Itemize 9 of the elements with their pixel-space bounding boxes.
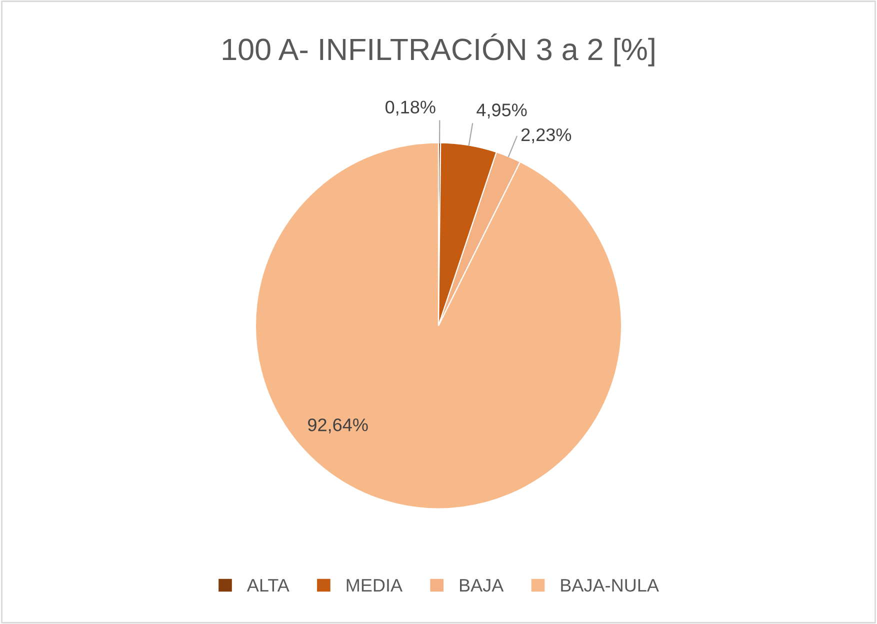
chart-title: 100 A- INFILTRACIÓN 3 a 2 [%] bbox=[222, 34, 654, 66]
legend-label: MEDIA bbox=[346, 579, 403, 592]
data-label: 4,95% bbox=[476, 104, 527, 118]
data-label: 0,18% bbox=[386, 100, 436, 116]
legend-label: BAJA-NULA bbox=[561, 579, 659, 592]
legend-label: BAJA bbox=[460, 579, 504, 592]
legend-label: ALTA bbox=[246, 579, 290, 592]
data-label: 92,64% bbox=[308, 418, 368, 434]
data-label: 2,23% bbox=[521, 128, 572, 144]
